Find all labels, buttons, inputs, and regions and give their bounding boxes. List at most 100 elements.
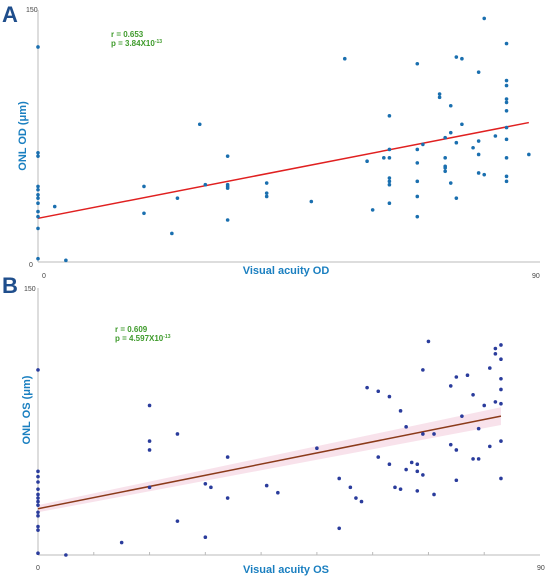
panel-a-data-point xyxy=(170,232,174,236)
panel-a-data-point xyxy=(449,104,453,108)
panel-b-data-point xyxy=(488,366,492,370)
panel-a-x-axis-title: Visual acuity OD xyxy=(243,265,330,277)
panel-a-data-point xyxy=(482,173,486,177)
panel-b-data-point xyxy=(265,484,269,488)
panel-a-data-point xyxy=(36,257,40,261)
panel-a-data-point xyxy=(505,138,509,142)
panel-b-data-point xyxy=(455,478,459,482)
panel-a-data-point xyxy=(505,180,509,184)
panel-b-y-axis-title: ONL OS (μm) xyxy=(21,375,33,444)
panel-b-stat-p: p = 4.597X10-13 xyxy=(115,334,171,343)
panel-b-data-point xyxy=(36,493,40,497)
panel-a-data-point xyxy=(36,185,40,189)
panel-a-data-point xyxy=(477,139,481,143)
panel-a-data-point xyxy=(527,153,531,157)
panel-b-data-point xyxy=(148,448,152,452)
panel-b-data-point xyxy=(64,553,68,557)
panel-b-data-point xyxy=(499,388,503,392)
panel-b-data-point xyxy=(466,373,470,377)
panel-a-data-point xyxy=(142,211,146,215)
panel-b-data-point xyxy=(449,443,453,447)
panel-a-data-point xyxy=(365,159,369,163)
panel-b-data-point xyxy=(499,343,503,347)
panel-b-data-point xyxy=(204,535,208,539)
panel-a-data-point xyxy=(343,57,347,61)
panel-a-ytick-bottom: 0 xyxy=(29,262,33,269)
panel-a-data-point xyxy=(415,62,419,66)
panel-a-data-point xyxy=(388,183,392,187)
panel-a-data-point xyxy=(176,196,180,200)
panel-b-confidence-band xyxy=(38,407,501,512)
panel-a-data-point xyxy=(371,208,375,212)
panel-b-data-point xyxy=(399,487,403,491)
panel-a-stat-p: p = 3.84X10-13 xyxy=(111,39,162,48)
panel-a-data-point xyxy=(449,131,453,135)
panel-b-data-point xyxy=(36,496,40,500)
panel-a-data-point xyxy=(64,259,68,263)
panel-b-data-point xyxy=(148,486,152,490)
panel-b-data-point xyxy=(427,340,431,344)
panel-b-stat-p-exp: -13 xyxy=(163,334,170,340)
panel-letter-a: A xyxy=(2,2,18,27)
panel-a-data-point xyxy=(443,169,447,173)
panel-b-data-point xyxy=(494,352,498,356)
panel-b-data-point xyxy=(499,477,503,481)
panel-a-data-point xyxy=(388,176,392,180)
panel-a-data-point xyxy=(505,156,509,160)
panel-b-data-point xyxy=(376,389,380,393)
panel-a-data-point xyxy=(415,215,419,219)
panel-a-data-point xyxy=(443,164,447,168)
panel-b-data-point xyxy=(455,448,459,452)
panel-b-data-point xyxy=(432,493,436,497)
panel-a-data-point xyxy=(204,183,208,187)
panel-a-data-point xyxy=(415,195,419,199)
panel-b-data-point xyxy=(376,455,380,459)
panel-a-data-point xyxy=(494,134,498,138)
panel-a-data-point xyxy=(505,101,509,105)
panel-b-data-point xyxy=(276,491,280,495)
panel-b-data-point xyxy=(365,386,369,390)
panel-a-data-point xyxy=(505,175,509,179)
panel-b-data-point xyxy=(36,525,40,529)
panel-b-data-point xyxy=(36,503,40,507)
panel-a-data-point xyxy=(388,180,392,184)
panel-b-data-point xyxy=(36,487,40,491)
panel-a-data-point xyxy=(36,215,40,219)
panel-a-data-point xyxy=(142,185,146,189)
panel-a-data-point xyxy=(460,122,464,126)
panel-a-stat-p-exp: -13 xyxy=(155,39,162,45)
panel-b-data-point xyxy=(388,395,392,399)
panel-b-stat-r: r = 0.609 xyxy=(115,325,148,334)
panel-a-data-point xyxy=(226,186,230,190)
panel-b-x-axis-title: Visual acuity OS xyxy=(243,564,329,576)
panel-b-data-point xyxy=(148,404,152,408)
panel-b-ytick-top: 150 xyxy=(24,286,36,293)
panel-b-data-point xyxy=(415,489,419,493)
panel-b-data-point xyxy=(36,551,40,555)
panel-b-data-point xyxy=(471,393,475,397)
panel-b-data-point xyxy=(421,368,425,372)
panel-a-data-point xyxy=(449,181,453,185)
panel-b-data-point xyxy=(360,500,364,504)
panel-a-data-point xyxy=(36,227,40,231)
panel-b-data-point xyxy=(204,482,208,486)
panel-a-data-point xyxy=(388,156,392,160)
panel-a-data-point xyxy=(415,161,419,165)
panel-b-data-point xyxy=(494,347,498,351)
panel-a-data-point xyxy=(388,201,392,205)
panel-b-data-point xyxy=(176,432,180,436)
panel-b-data-point xyxy=(393,486,397,490)
panel-b-data-point xyxy=(449,384,453,388)
panel-a-data-point xyxy=(505,84,509,88)
panel-b-data-point xyxy=(410,461,414,465)
panel-a-data-point xyxy=(388,114,392,118)
panel-b-xtick-start: 0 xyxy=(36,565,40,572)
panel-b-data-point xyxy=(421,473,425,477)
panel-b-data-point xyxy=(477,427,481,431)
panel-b-data-point xyxy=(36,514,40,518)
panel-a-fit-line xyxy=(38,123,529,219)
panel-letter-b: B xyxy=(2,273,18,298)
panel-b-data-point xyxy=(349,486,353,490)
panel-a-data-point xyxy=(438,96,442,100)
